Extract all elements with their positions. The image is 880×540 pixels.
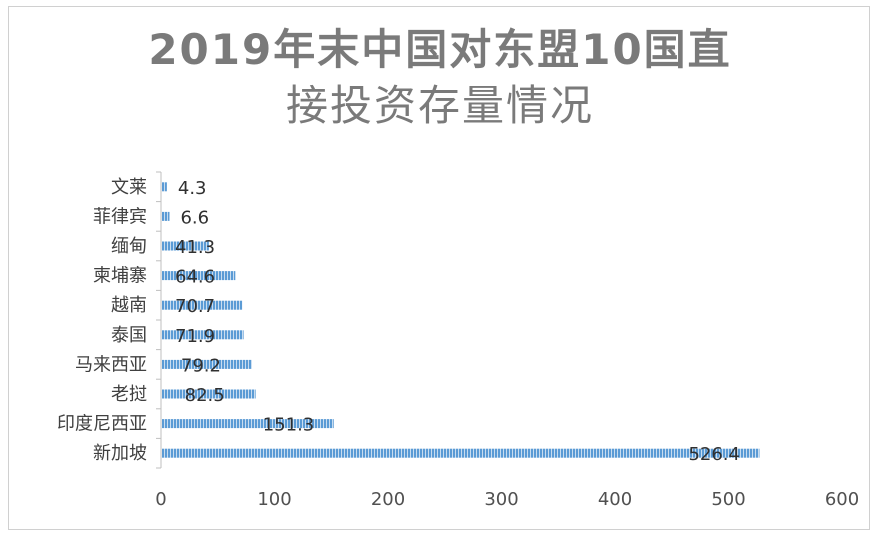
x-tick-label: 600 [825, 489, 859, 510]
value-label: 82.5 [185, 385, 225, 406]
value-label: 70.7 [175, 296, 215, 317]
category-label: 马来西亚 [75, 354, 147, 375]
category-label: 印度尼西亚 [57, 414, 147, 435]
x-tick-label: 500 [711, 489, 745, 510]
category-label: 新加坡 [93, 443, 147, 464]
category-label: 菲律宾 [93, 206, 147, 227]
bar-9 [162, 182, 167, 192]
x-tick-label: 200 [371, 489, 405, 510]
bar-5 [162, 300, 243, 310]
value-label: 71.9 [175, 326, 215, 347]
bar-6 [162, 271, 236, 281]
x-tick-label: 400 [598, 489, 632, 510]
value-label: 79.2 [181, 355, 221, 376]
value-label: 64.6 [175, 267, 215, 288]
bar-4 [162, 330, 244, 340]
bar-7 [162, 241, 209, 251]
category-label: 越南 [111, 295, 147, 316]
category-label: 老挝 [111, 384, 147, 405]
bar-8 [162, 211, 170, 221]
bar-1 [162, 419, 334, 429]
value-label: 41.3 [175, 237, 215, 258]
value-label: 151.3 [263, 415, 315, 436]
x-tick-label: 0 [155, 489, 166, 510]
category-label: 泰国 [111, 325, 147, 346]
bar-2 [162, 389, 256, 399]
chart-frame [8, 6, 870, 530]
x-tick-label: 100 [257, 489, 291, 510]
value-label: 526.4 [688, 444, 740, 465]
category-label: 缅甸 [111, 236, 147, 257]
bar-3 [162, 359, 252, 369]
value-label: 6.6 [180, 207, 209, 228]
value-label: 4.3 [178, 178, 207, 199]
x-tick-label: 300 [484, 489, 518, 510]
category-label: 文莱 [111, 177, 147, 198]
bar-0 [162, 448, 760, 458]
chart-title-line2: 接投资存量情况 [285, 81, 594, 130]
category-label: 柬埔寨 [93, 266, 147, 287]
chart-title-line1: 2019年末中国对东盟10国直 [148, 25, 732, 74]
